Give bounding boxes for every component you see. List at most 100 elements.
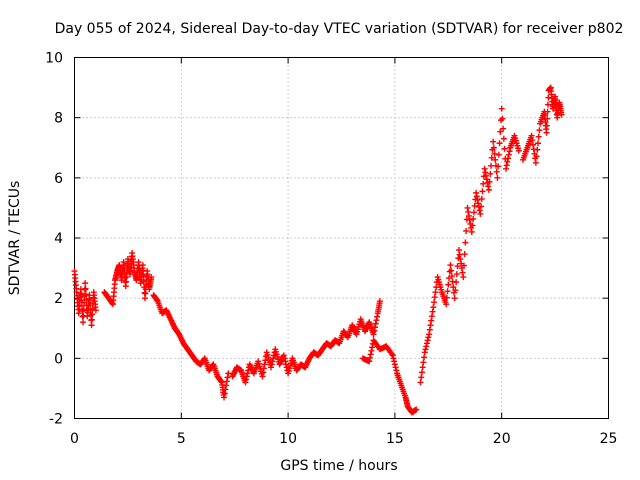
x-tick-label: 5 xyxy=(177,431,186,447)
data-point xyxy=(259,373,266,380)
data-point xyxy=(457,256,464,263)
data-point xyxy=(476,207,483,214)
data-point xyxy=(443,294,450,301)
data-point xyxy=(534,146,541,153)
data-point xyxy=(455,247,462,254)
data-point xyxy=(543,122,550,129)
data-point xyxy=(491,150,498,157)
data-point xyxy=(470,209,477,216)
y-tick-label: -2 xyxy=(49,412,63,428)
y-tick-label: 2 xyxy=(54,291,63,307)
x-tick-label: 15 xyxy=(386,431,404,447)
y-tick-label: 6 xyxy=(54,171,63,187)
data-point xyxy=(498,105,505,112)
data-point xyxy=(92,307,99,314)
data-point xyxy=(424,337,431,344)
data-point xyxy=(372,320,379,327)
data-point xyxy=(154,297,161,304)
x-tick-labels: 0 5 10 15 20 25 xyxy=(70,431,617,447)
data-point xyxy=(141,289,148,296)
data-point xyxy=(470,215,477,222)
data-point xyxy=(420,359,427,366)
data-point xyxy=(88,322,95,329)
data-point xyxy=(260,369,267,376)
data-point xyxy=(460,274,467,281)
data-point xyxy=(492,156,499,163)
data-point xyxy=(501,145,508,152)
data-point xyxy=(488,154,495,161)
data-point xyxy=(366,354,373,361)
data-point xyxy=(268,361,275,368)
data-point xyxy=(421,354,428,361)
y-tick-label: 10 xyxy=(45,51,63,67)
data-point xyxy=(391,361,398,368)
data-point xyxy=(445,281,452,288)
data-point xyxy=(223,382,230,389)
data-point xyxy=(481,165,488,172)
data-point xyxy=(497,128,504,135)
data-point xyxy=(393,367,400,374)
data-point xyxy=(444,288,451,295)
data-point xyxy=(82,291,89,298)
data-point xyxy=(139,262,146,269)
data-point xyxy=(462,239,469,246)
data-point xyxy=(452,287,459,294)
x-tick-label: 0 xyxy=(70,431,79,447)
data-point xyxy=(536,127,543,134)
y-tick-label: 4 xyxy=(54,231,63,247)
data-point xyxy=(558,111,565,118)
x-axis-label: GPS time / hours xyxy=(280,458,397,474)
gridlines xyxy=(74,57,609,419)
data-point xyxy=(392,364,399,371)
data-point xyxy=(487,170,494,177)
data-point xyxy=(371,327,378,334)
data-point xyxy=(505,151,512,158)
data-point xyxy=(528,132,535,139)
data-point xyxy=(529,137,536,144)
data-point xyxy=(486,178,493,185)
data-point xyxy=(373,317,380,324)
data-point xyxy=(477,210,484,217)
data-point xyxy=(269,358,276,365)
data-point xyxy=(483,172,490,179)
data-point xyxy=(490,144,497,151)
data-point xyxy=(506,148,513,155)
data-point xyxy=(493,168,500,175)
data-point xyxy=(453,279,460,286)
data-point xyxy=(426,331,433,338)
data-point xyxy=(485,186,492,193)
data-point xyxy=(478,203,485,210)
data-point xyxy=(473,193,480,200)
x-tick-label: 20 xyxy=(493,431,511,447)
data-point xyxy=(282,361,289,368)
axis-ticks xyxy=(74,57,609,419)
data-point xyxy=(461,251,468,258)
data-point xyxy=(475,200,482,207)
x-tick-label: 25 xyxy=(600,431,618,447)
data-point xyxy=(242,379,249,386)
data-point xyxy=(374,313,381,320)
data-point xyxy=(431,299,438,306)
data-point xyxy=(485,183,492,190)
data-point xyxy=(109,300,116,307)
data-point xyxy=(366,358,373,365)
data-point xyxy=(270,352,277,359)
data-point xyxy=(450,284,457,291)
data-point xyxy=(260,365,267,372)
data-point xyxy=(428,317,435,324)
data-point xyxy=(370,331,377,338)
data-point xyxy=(500,125,507,132)
data-point xyxy=(451,295,458,302)
data-point xyxy=(368,347,375,354)
y-tick-label: 0 xyxy=(54,351,63,367)
data-point xyxy=(428,313,435,320)
y-tick-labels: -2 0 2 4 6 8 10 xyxy=(45,51,63,428)
data-point xyxy=(495,151,502,158)
data-point xyxy=(427,322,434,329)
data-point xyxy=(270,355,277,362)
data-point xyxy=(535,140,542,147)
data-point xyxy=(418,369,425,376)
data-point xyxy=(413,406,420,413)
data-point xyxy=(422,346,429,353)
data-point xyxy=(468,228,475,235)
